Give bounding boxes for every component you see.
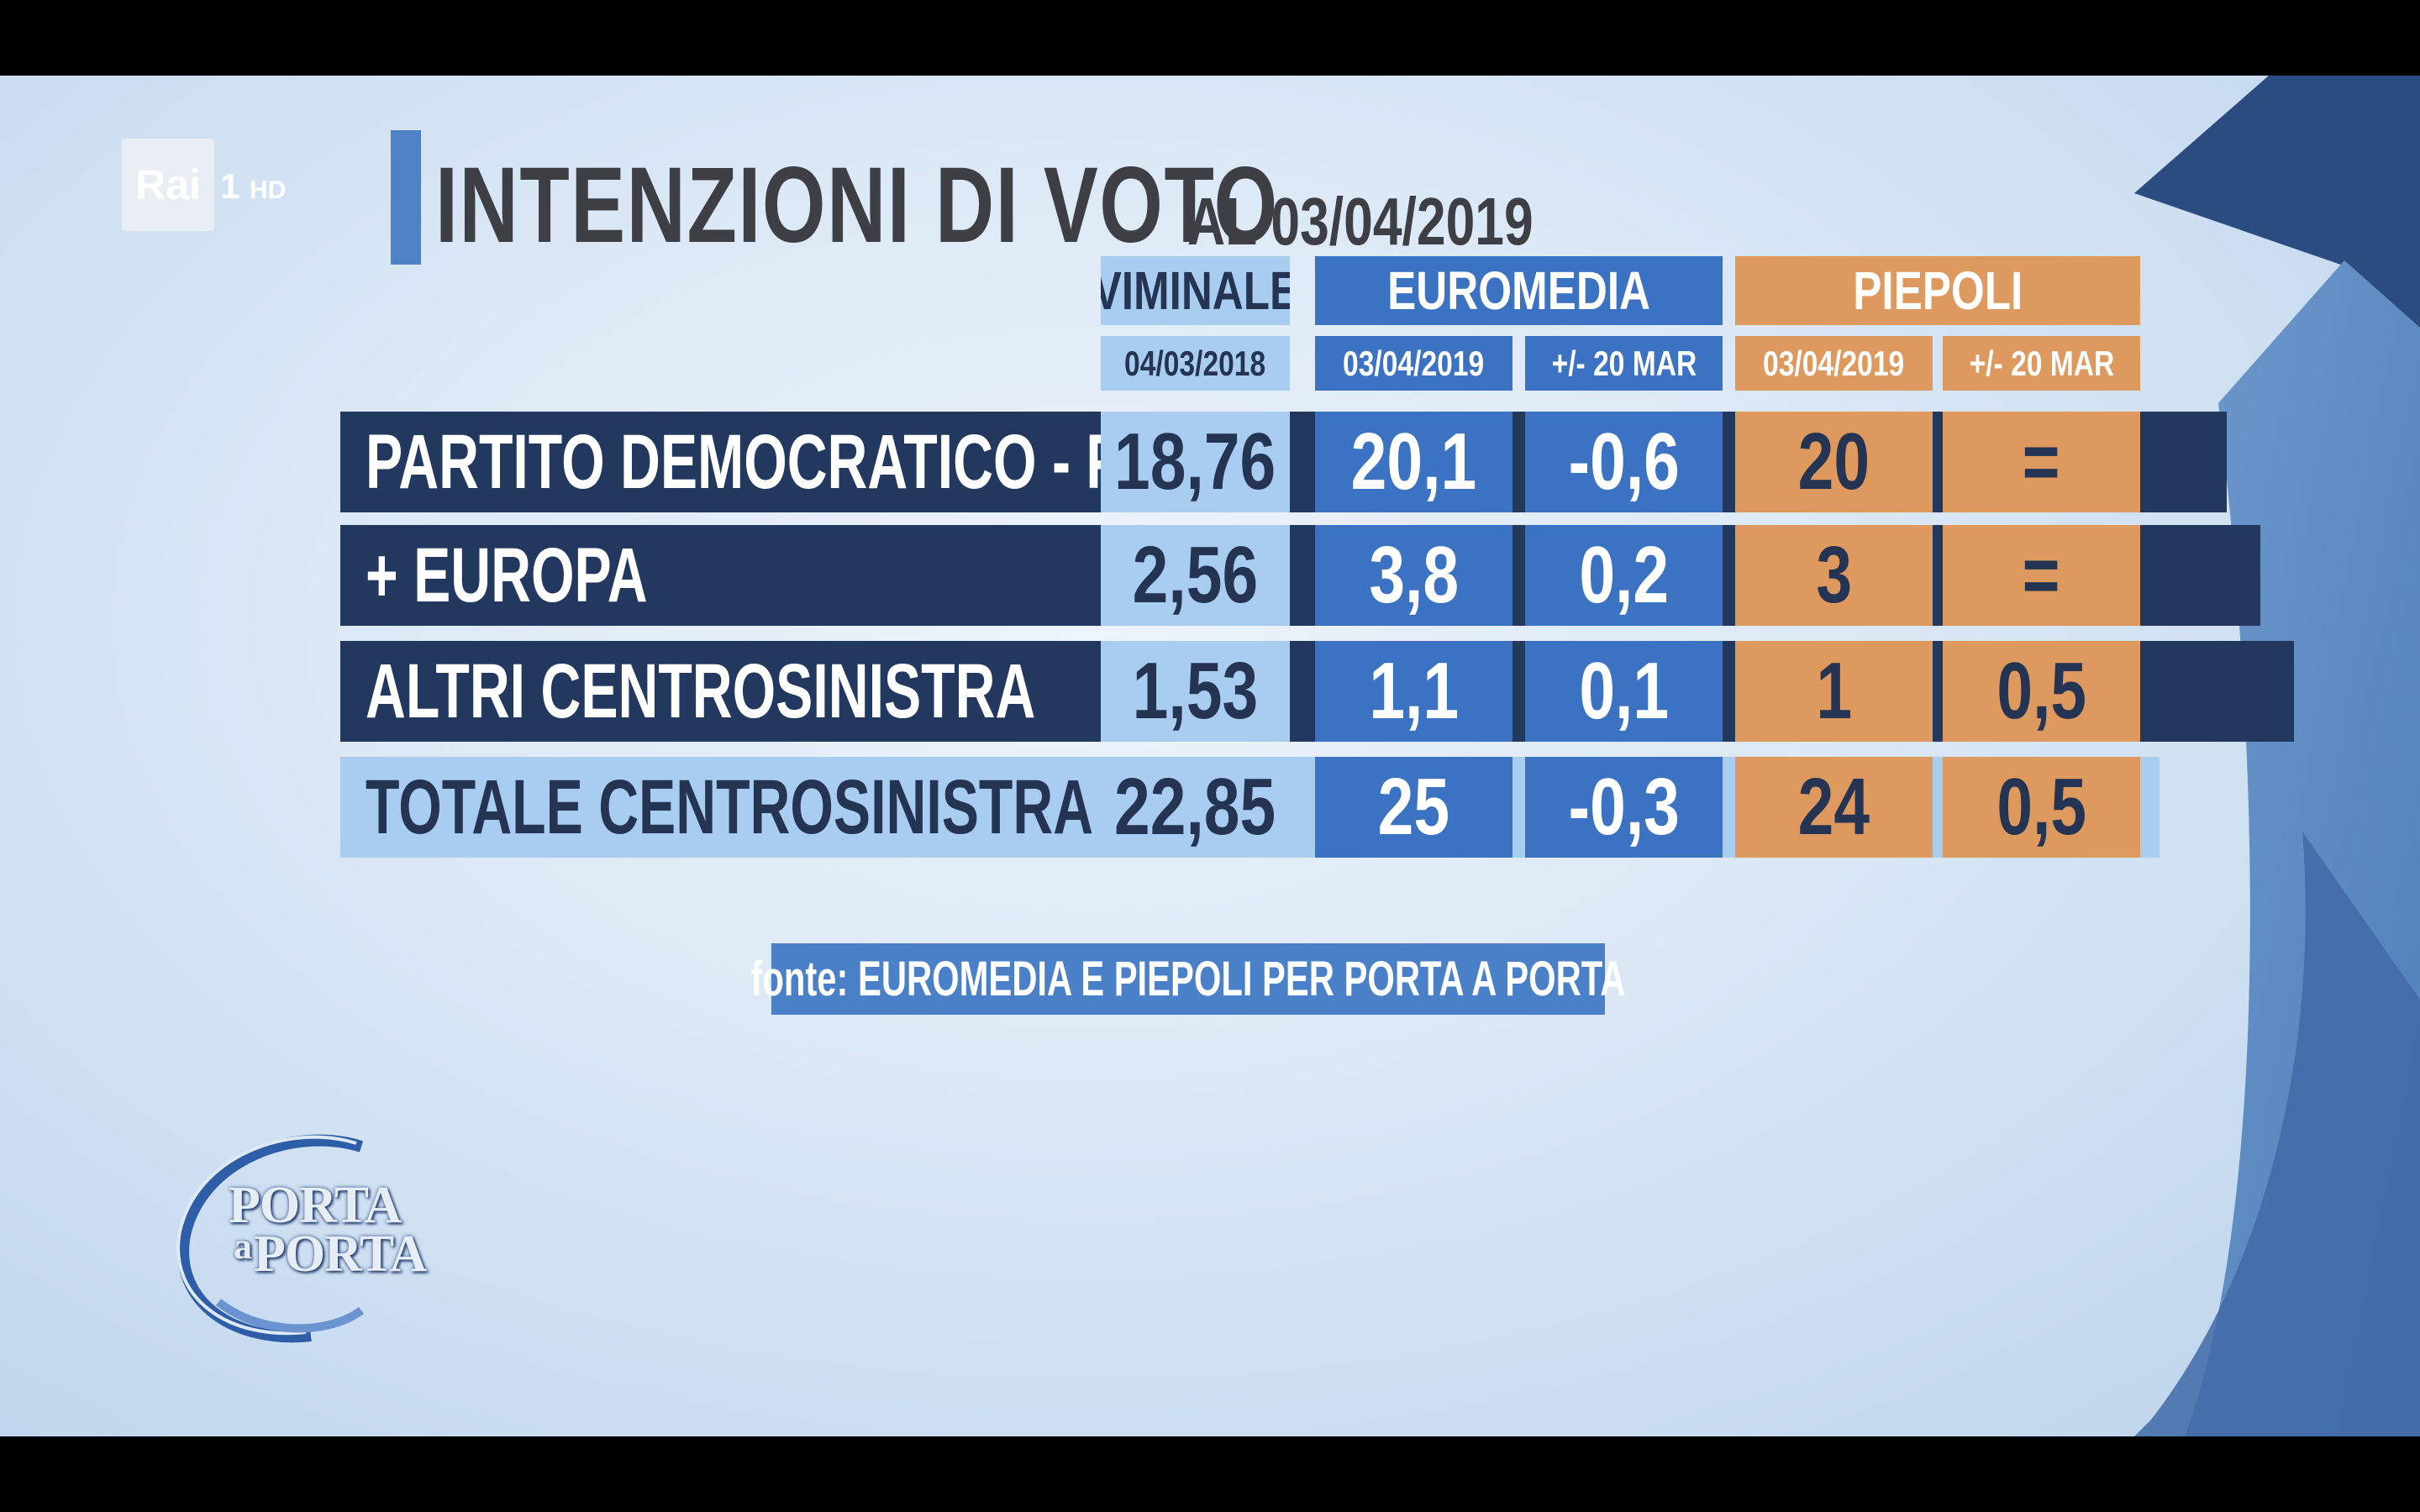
sub-header-text: +/- 20 MAR: [1551, 343, 1697, 383]
table-cell-text: 1,1: [1369, 646, 1459, 736]
table-cell: 3,8: [1315, 525, 1512, 626]
porta-a-porta-logo: PORTA a PORTA: [168, 1126, 437, 1344]
sub-header-text: 04/03/2018: [1124, 343, 1266, 383]
row-label: ALTRI CENTROSINISTRA: [340, 641, 1101, 742]
table-cell-text: 0,1: [1579, 646, 1669, 736]
row-label-text: ALTRI CENTROSINISTRA: [366, 648, 1036, 734]
row-label-text: + EUROPA: [366, 532, 648, 618]
table-cell-text: 22,85: [1114, 762, 1276, 852]
chart-title: INTENZIONI DI VOTO: [435, 145, 1279, 265]
table-cell: 2,56: [1101, 525, 1290, 626]
table-cell-text: 18,76: [1114, 417, 1276, 507]
source-note: fonte: EUROMEDIA E PIEPOLI PER PORTA A P…: [751, 943, 1625, 1015]
channel-quality: HD: [250, 176, 287, 204]
table-cell-text: 1: [1816, 646, 1852, 736]
table-cell-text: -0,3: [1568, 762, 1680, 852]
broadcast-graphic: Rai 1 HD INTENZIONI DI VOTO AL 03/04/201…: [0, 76, 2420, 1436]
table-cell-text: 0,5: [1996, 646, 2086, 736]
table-cell-text: 20,1: [1350, 417, 1477, 507]
table-cell-text: 24: [1797, 762, 1870, 852]
sub-header: +/- 20 MAR: [1943, 336, 2140, 391]
table-cell-text: 25: [1377, 762, 1450, 852]
table-cell: 1,1: [1315, 641, 1512, 742]
table-cell-text: 2,56: [1132, 530, 1259, 620]
table-cell: -0,6: [1525, 412, 1723, 512]
row-label: + EUROPA: [340, 525, 1101, 626]
group-header-text: VIMINALE: [1101, 260, 1290, 321]
channel-label: 1 HD: [220, 166, 286, 207]
table-cell: 20,1: [1315, 412, 1512, 512]
sub-header: +/- 20 MAR: [1525, 336, 1723, 391]
letterbox-bottom: [0, 1436, 2420, 1512]
table-cell: -0,3: [1525, 757, 1723, 858]
table-cell: =: [1943, 412, 2140, 512]
table-cell: 0,1: [1525, 641, 1723, 742]
table-cell-text: 0,2: [1579, 530, 1669, 620]
letterbox-top: [0, 0, 2420, 76]
rai-logo-text: Rai: [135, 161, 201, 208]
table-cell-text: -0,6: [1568, 417, 1680, 507]
group-header-text: EUROMEDIA: [1387, 260, 1650, 321]
group-header-text: PIEPOLI: [1853, 260, 2023, 321]
row-label: TOTALE CENTROSINISTRA: [340, 757, 1101, 858]
table-cell: 0,5: [1943, 757, 2140, 858]
table-cell-text: 3,8: [1369, 530, 1459, 620]
table-cell-text: =: [2023, 417, 2060, 507]
table-cell: 22,85: [1101, 757, 1290, 858]
table-cell: 1,53: [1101, 641, 1290, 742]
show-logo-line1: PORTA: [229, 1177, 402, 1234]
rai-logo: Rai: [122, 139, 214, 231]
sub-header: 04/03/2018: [1101, 336, 1290, 391]
table-cell-text: =: [2023, 530, 2060, 620]
porta-a-porta-ring-icon: [176, 1134, 364, 1343]
title-accent-bar: [391, 130, 421, 265]
sub-header: 03/04/2019: [1315, 336, 1512, 391]
table-cell: 0,2: [1525, 525, 1723, 626]
row-label-text: TOTALE CENTROSINISTRA: [366, 764, 1094, 850]
table-cell: =: [1943, 525, 2140, 626]
table-cell: 0,5: [1943, 641, 2140, 742]
table-cell: 20: [1735, 412, 1933, 512]
group-header: PIEPOLI: [1735, 256, 2140, 325]
table-cell: 18,76: [1101, 412, 1290, 512]
group-header: VIMINALE: [1101, 256, 1290, 325]
source-text: fonte: EUROMEDIA E PIEPOLI PER PORTA A P…: [750, 952, 1626, 1006]
chart-subtitle: AL 03/04/2019: [1187, 184, 1534, 259]
channel-number: 1: [220, 166, 240, 206]
sub-header-text: +/- 20 MAR: [1969, 343, 2114, 383]
table-cell: 25: [1315, 757, 1512, 858]
table-cell: 1: [1735, 641, 1933, 742]
table-cell: 24: [1735, 757, 1933, 858]
table-cell-text: 3: [1816, 530, 1852, 620]
show-logo-small: a: [234, 1226, 252, 1267]
sub-header: 03/04/2019: [1735, 336, 1933, 391]
row-label-text: PARTITO DEMOCRATICO - PSE: [366, 418, 1101, 505]
group-header: EUROMEDIA: [1315, 256, 1723, 325]
table-cell: 3: [1735, 525, 1933, 626]
sub-header-text: 03/04/2019: [1763, 343, 1905, 383]
table-cell-text: 1,53: [1132, 646, 1259, 736]
table-cell-text: 0,5: [1996, 762, 2086, 852]
row-label: PARTITO DEMOCRATICO - PSE: [340, 412, 1101, 512]
show-logo-line2: PORTA: [254, 1226, 427, 1283]
sub-header-text: 03/04/2019: [1343, 343, 1485, 383]
chart-title-block: INTENZIONI DI VOTO AL 03/04/2019: [435, 133, 1545, 267]
table-cell-text: 20: [1797, 417, 1870, 507]
